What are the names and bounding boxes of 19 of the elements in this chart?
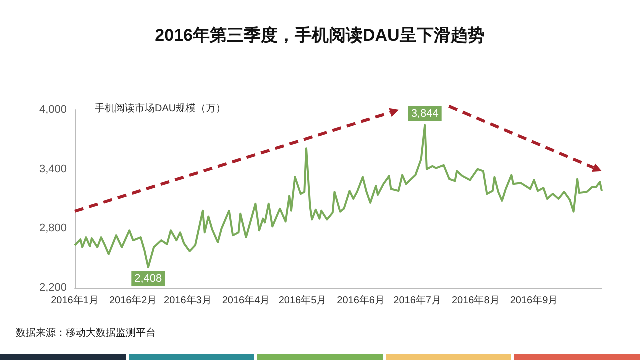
x-tick-label: 2016年1月 xyxy=(51,294,99,306)
x-tick-label: 2016年4月 xyxy=(222,294,270,306)
y-tick-label: 4,000 xyxy=(39,104,67,116)
line-series xyxy=(74,124,603,268)
source-note: 数据来源：移动大数据监测平台 xyxy=(16,326,156,340)
data-label: 2,408 xyxy=(134,272,162,285)
x-tick-label: 2016年3月 xyxy=(164,294,212,306)
y-tick-label: 2,800 xyxy=(39,222,67,235)
x-tick-label: 2016年6月 xyxy=(337,294,385,306)
x-tick-label: 2016年5月 xyxy=(278,294,327,306)
x-tick-label: 2016年9月 xyxy=(510,294,558,306)
chart-title: 2016年第三季度，手机阅读DAU呈下滑趋势 xyxy=(155,26,485,45)
y-tick-label: 3,400 xyxy=(39,163,67,176)
x-tick-label: 2016年2月 xyxy=(109,294,158,306)
x-tick-label: 2016年7月 xyxy=(394,294,442,306)
data-label: 3,844 xyxy=(411,108,439,120)
x-tick-label: 2016年8月 xyxy=(452,294,500,306)
y-tick-label: 2,200 xyxy=(39,282,67,294)
y-axis-title: 手机阅读市场DAU规模（万） xyxy=(95,102,226,114)
